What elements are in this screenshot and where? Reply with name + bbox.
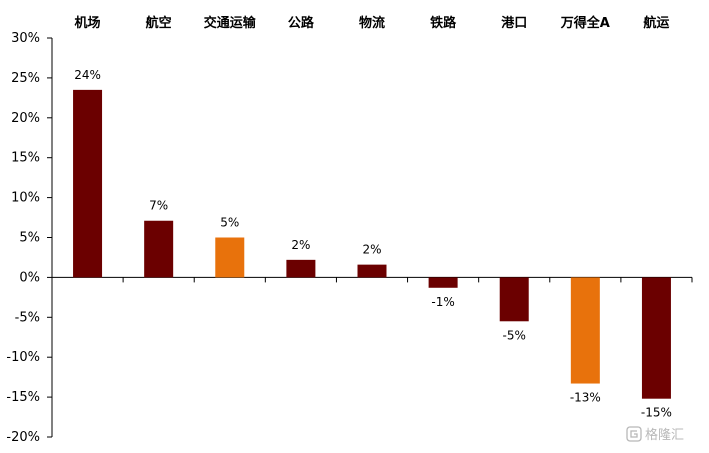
y-tick-label: 10%	[11, 191, 40, 206]
category-label: 公路	[288, 15, 315, 31]
category-label: 机场	[75, 15, 101, 31]
data-label: -5%	[503, 328, 526, 342]
bar	[144, 220, 174, 278]
y-tick-label: 30%	[11, 31, 40, 46]
data-label: 2%	[291, 238, 310, 252]
bar	[428, 277, 458, 288]
bar	[286, 259, 316, 278]
y-tick-label: 20%	[11, 111, 40, 126]
category-label: 港口	[501, 15, 527, 31]
y-tick-label: 25%	[11, 71, 40, 86]
y-tick-label: -20%	[6, 430, 40, 445]
category-label: 万得全A	[560, 15, 610, 31]
category-label: 物流	[359, 15, 385, 31]
gelonghui-logo-icon	[626, 426, 642, 442]
data-label: -15%	[641, 406, 672, 420]
y-tick-label: 5%	[19, 231, 40, 246]
category-labels: 机场 航空 交通运输 公路 物流 铁路 港口 万得全A 航运	[75, 15, 670, 31]
y-tick-label: 0%	[19, 270, 40, 285]
category-label: 交通运输	[204, 15, 257, 31]
data-label: 2%	[362, 243, 381, 257]
data-labels: 24% 7% 5% 2% 2% -1% -5% -13% -15%	[74, 68, 672, 420]
watermark-text: 格隆汇	[645, 427, 684, 443]
y-tick-label: -15%	[6, 390, 40, 405]
bars	[73, 89, 671, 399]
data-label: -1%	[431, 295, 454, 309]
category-label: 航空	[146, 15, 172, 31]
bar	[499, 277, 529, 322]
bar	[570, 277, 600, 384]
category-label: 铁路	[429, 15, 457, 31]
data-label: -13%	[570, 391, 601, 405]
y-axis: 30% 25% 20% 15% 10% 5% 0% -5% -10% -15% -20%	[6, 31, 53, 445]
watermark: 格隆汇	[626, 426, 684, 443]
data-label: 5%	[220, 216, 239, 230]
y-tick-label: -10%	[6, 350, 40, 365]
bar	[73, 89, 103, 278]
category-label: 航运	[643, 15, 669, 31]
y-tick-label: -5%	[15, 310, 40, 325]
data-label: 7%	[149, 199, 168, 213]
bar	[215, 237, 245, 278]
y-tick-label: 15%	[11, 151, 40, 166]
bar	[641, 277, 671, 399]
data-label: 24%	[74, 68, 101, 82]
bar	[357, 264, 387, 278]
